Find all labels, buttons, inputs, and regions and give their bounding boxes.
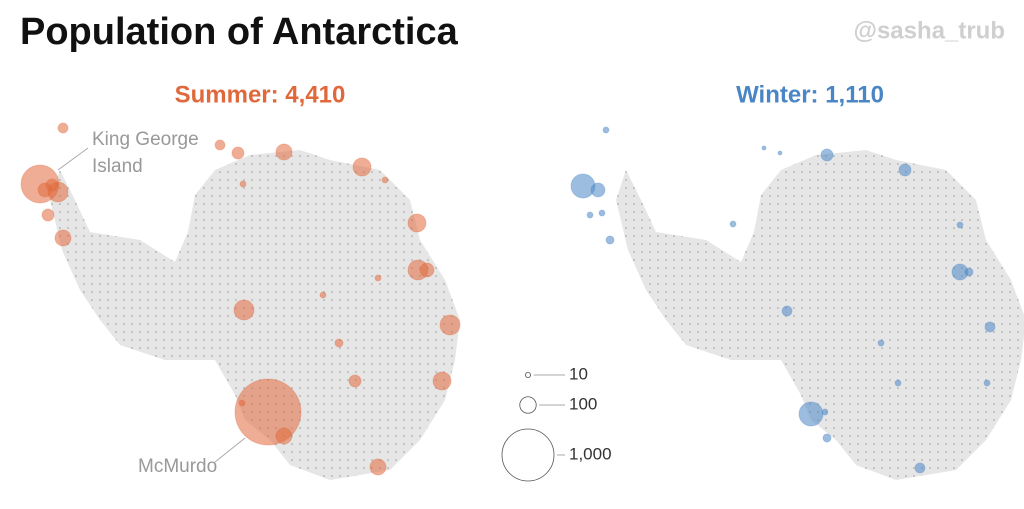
station-bubble xyxy=(233,299,255,321)
map-panel: Summer: 4,410 xyxy=(20,81,461,480)
station-bubble xyxy=(914,462,926,474)
station-bubble xyxy=(820,148,834,162)
station-bubble xyxy=(275,427,293,445)
size-legend-label: 100 xyxy=(569,394,597,413)
station-bubble xyxy=(964,267,974,277)
station-bubble xyxy=(894,379,902,387)
size-legend-label: 1,000 xyxy=(569,444,612,463)
station-bubble xyxy=(822,433,832,443)
annotation-line xyxy=(214,437,246,463)
annotation: King George xyxy=(92,129,199,150)
chart-title: Population of Antarctica xyxy=(20,11,459,53)
station-bubble xyxy=(432,371,452,391)
panel-title: Winter: 1,110 xyxy=(736,81,884,108)
station-bubble xyxy=(570,173,596,199)
credit: @sasha_trub xyxy=(854,17,1005,44)
station-bubble xyxy=(352,157,372,177)
size-legend-circle xyxy=(525,371,532,378)
size-legend-label: 10 xyxy=(569,364,588,383)
station-bubble xyxy=(602,126,610,134)
annotation: McMurdo xyxy=(138,456,217,477)
station-bubble xyxy=(275,143,293,161)
station-bubble xyxy=(54,229,72,247)
station-bubble xyxy=(877,339,885,347)
station-bubble xyxy=(983,379,991,387)
annotation: Island xyxy=(92,156,143,177)
size-legend-circle xyxy=(519,396,537,414)
station-bubble xyxy=(956,221,964,229)
station-bubble xyxy=(598,209,606,217)
station-bubble xyxy=(781,305,793,317)
station-bubble xyxy=(407,213,427,233)
station-bubble xyxy=(231,146,245,160)
panel-title: Summer: 4,410 xyxy=(175,81,346,108)
station-bubble xyxy=(798,401,824,427)
station-bubble xyxy=(590,182,606,198)
station-bubble xyxy=(821,408,829,416)
station-bubble xyxy=(334,338,344,348)
station-bubble xyxy=(761,145,767,151)
station-bubble xyxy=(381,176,389,184)
size-legend-circle xyxy=(501,428,555,482)
station-bubble xyxy=(605,235,615,245)
station-bubble xyxy=(439,314,461,336)
map-panel: Winter: 1,110 xyxy=(570,81,1024,480)
station-bubble xyxy=(729,220,737,228)
station-bubble xyxy=(419,262,435,278)
antarctica xyxy=(616,150,1024,480)
station-bubble xyxy=(984,321,996,333)
station-bubble xyxy=(374,274,382,282)
station-bubble xyxy=(348,374,362,388)
station-bubble xyxy=(319,291,327,299)
station-bubble xyxy=(586,211,594,219)
station-bubble xyxy=(369,458,387,476)
station-bubble xyxy=(57,122,69,134)
station-bubble xyxy=(898,163,912,177)
antarctica xyxy=(50,150,460,480)
station-bubble xyxy=(238,399,246,407)
station-bubble xyxy=(45,178,59,192)
station-bubble xyxy=(214,139,226,151)
station-bubble xyxy=(41,208,55,222)
annotation-line xyxy=(57,147,89,171)
station-bubble xyxy=(777,150,783,156)
station-bubble xyxy=(239,180,247,188)
